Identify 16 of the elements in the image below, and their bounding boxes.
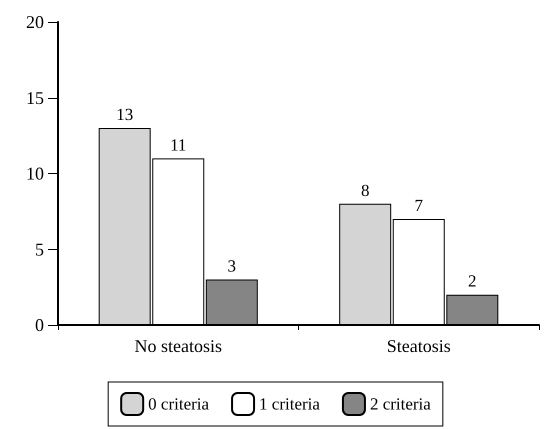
data-label: 13 [116,105,134,124]
data-label: 11 [170,135,186,154]
legend-label: 2 criteria [370,394,432,414]
y-tick-label: 5 [35,239,44,260]
data-label: 3 [228,256,236,276]
y-tick-label: 0 [35,315,44,335]
data-label: 2 [468,272,477,291]
x-tick-label: Steatosis [386,336,451,356]
y-tick-label: 10 [26,164,44,184]
y-tick-label: 20 [26,12,44,32]
legend-label: 1 criteria [259,394,320,414]
data-label: 7 [414,196,424,215]
data-label: 8 [360,180,370,200]
y-tick-label: 15 [26,88,44,108]
x-tick-label: No steatosis [134,336,222,356]
legend-label: 0 criteria [148,394,210,414]
